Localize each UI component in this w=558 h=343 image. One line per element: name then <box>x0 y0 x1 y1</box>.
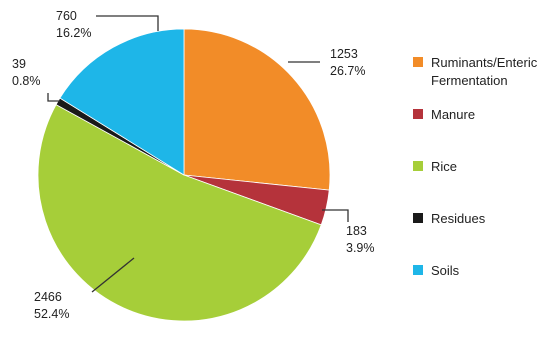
slice-rice <box>37 104 322 322</box>
legend: Ruminants/Enteric Fermentation Manure Rice R… <box>413 55 538 278</box>
legend-label-rice: Rice <box>431 159 457 174</box>
data-label-percent-residues: 0.8% <box>12 74 41 88</box>
legend-label-residues: Residues <box>431 211 486 226</box>
legend-swatch-ruminants-enteric-fermentation <box>413 57 423 67</box>
legend-label-manure: Manure <box>431 107 475 122</box>
legend-label-ruminants-enteric-fermentation-1: Ruminants/Enteric <box>431 55 538 70</box>
legend-swatch-soils <box>413 265 423 275</box>
data-label-percent-manure: 3.9% <box>346 241 375 255</box>
slice-soils <box>59 28 185 176</box>
data-label-value-residues: 39 <box>12 57 26 71</box>
data-label-percent-soils: 16.2% <box>56 26 91 40</box>
leader-line-soils <box>96 15 159 31</box>
slice-ruminants-enteric-fermentation <box>183 28 331 191</box>
pie-slices <box>37 28 331 322</box>
data-label-value-rice: 2466 <box>34 290 62 304</box>
data-labels: 1253 26.7% 183 3.9% 2466 52.4% 39 0.8% 760 16.2% <box>12 9 375 321</box>
leader-line-manure <box>322 209 349 222</box>
legend-swatch-rice <box>413 161 423 171</box>
data-label-value-manure: 183 <box>346 224 367 238</box>
data-label-percent-ruminants-enteric-fermentation: 26.7% <box>330 64 365 78</box>
legend-label-ruminants-enteric-fermentation-2: Fermentation <box>431 73 508 88</box>
data-label-value-ruminants-enteric-fermentation: 1253 <box>330 47 358 61</box>
legend-swatch-manure <box>413 109 423 119</box>
legend-swatch-residues <box>413 213 423 223</box>
leader-line-rice <box>91 257 135 293</box>
data-label-value-soils: 760 <box>56 9 77 23</box>
data-label-percent-rice: 52.4% <box>34 307 69 321</box>
leader-line-residues <box>47 93 60 102</box>
leader-lines <box>47 15 349 293</box>
legend-label-soils: Soils <box>431 263 460 278</box>
